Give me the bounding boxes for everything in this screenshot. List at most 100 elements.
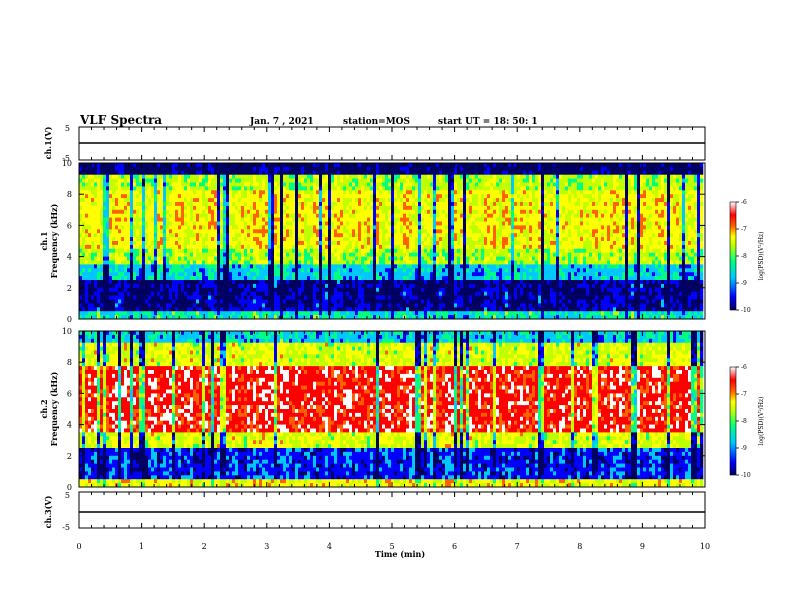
ch1-spectrogram-cell bbox=[322, 213, 326, 218]
ch1-spectrogram-cell bbox=[118, 213, 122, 218]
ch1-spectrogram-cell bbox=[307, 178, 311, 183]
ch1-spectrogram-cell bbox=[100, 280, 104, 285]
ch1-spectrogram-cell bbox=[433, 205, 437, 211]
ch1-spectrogram-cell bbox=[289, 272, 293, 277]
ch1-spectrogram-cell bbox=[163, 252, 167, 257]
ch1-spectrogram-cell bbox=[205, 174, 209, 179]
ch1-spectrogram-cell bbox=[430, 299, 434, 304]
ch1-spectrogram-cell bbox=[196, 287, 200, 292]
ch1-spectrogram-cell bbox=[364, 268, 368, 273]
ch1-spectrogram-cell bbox=[196, 190, 200, 195]
ch1-spectrogram-cell bbox=[277, 225, 281, 230]
ch1-spectrogram-cell bbox=[370, 307, 374, 312]
ch1-spectrogram-cell bbox=[328, 178, 332, 183]
ch1-spectrogram-cell bbox=[409, 276, 413, 281]
ch1-spectrogram-cell bbox=[292, 233, 296, 238]
ch1-spectrogram-cell bbox=[94, 241, 98, 246]
ch1-spectrogram-cell bbox=[241, 217, 245, 222]
ch1-spectrogram-cell bbox=[154, 217, 158, 222]
ch1-spectrogram-cell bbox=[256, 194, 260, 199]
ch1-spectrogram-cell bbox=[103, 272, 107, 277]
ch1-spectrogram-cell bbox=[211, 205, 215, 211]
ch1-spectrogram-cell bbox=[280, 244, 284, 250]
ch1-spectrogram-cell bbox=[169, 295, 173, 300]
ch1-spectrogram-cell bbox=[145, 280, 149, 285]
ch1-spectrogram-cell bbox=[85, 248, 89, 253]
ch1-spectrogram-cell bbox=[151, 256, 155, 261]
ch1-spectrogram-cell bbox=[190, 209, 194, 214]
ch1-spectrogram-cell bbox=[187, 287, 191, 292]
ch1-spectrogram-cell bbox=[142, 202, 146, 207]
ch1-spectrogram-cell bbox=[313, 260, 317, 265]
ch1-spectrogram-cell bbox=[337, 291, 341, 296]
ch1-spectrogram-cell bbox=[430, 315, 434, 320]
ch1-spectrogram-cell bbox=[235, 241, 239, 246]
ch1-spectrogram-cell bbox=[247, 272, 251, 277]
ch1-spectrogram-cell bbox=[331, 182, 335, 187]
ch1-spectrogram-cell bbox=[280, 287, 284, 292]
ch1-spectrogram-cell bbox=[334, 213, 338, 218]
ch1-spectrogram-cell bbox=[319, 315, 323, 320]
ch1-spectrogram-cell bbox=[274, 178, 278, 183]
ch1-spectrogram-cell bbox=[346, 276, 350, 281]
ch1-spectrogram-cell bbox=[247, 283, 251, 289]
ch1-spectrogram-cell bbox=[361, 311, 365, 316]
ch1-spectrogram-cell bbox=[355, 217, 359, 222]
ch1-spectrogram-cell bbox=[376, 295, 380, 300]
ch1-spectrogram-cell bbox=[277, 221, 281, 226]
ch1-spectrogram-cell bbox=[172, 303, 176, 308]
ch1-spectrogram-cell bbox=[304, 174, 308, 179]
ch1-spectrogram-cell bbox=[127, 244, 131, 250]
ch1-spectrogram-cell bbox=[337, 170, 341, 175]
ch1-spectrogram-cell bbox=[370, 291, 374, 296]
ch1-spectrogram-cell bbox=[310, 299, 314, 304]
ch1-spectrogram-cell bbox=[259, 264, 263, 269]
ch1-spectrogram-cell bbox=[277, 241, 281, 246]
ch1-spectrogram-cell bbox=[322, 260, 326, 265]
ch1-spectrogram-cell bbox=[403, 221, 407, 226]
ch1-spectrogram-cell bbox=[142, 213, 146, 218]
ch1-spectrogram-cell bbox=[97, 237, 101, 242]
ch1-spectrogram-cell bbox=[145, 272, 149, 277]
ch1-spectrogram-cell bbox=[325, 287, 329, 292]
ch1-spectrogram-cell bbox=[124, 241, 128, 246]
ch1-spectrogram-cell bbox=[337, 198, 341, 203]
ch1-spectrogram-cell bbox=[274, 303, 278, 308]
ch1-spectrogram-cell bbox=[178, 256, 182, 261]
ch1-spectrogram-cell bbox=[391, 272, 395, 277]
ch1-spectrogram-cell bbox=[193, 217, 197, 222]
ch1-spectrogram-cell bbox=[139, 198, 143, 203]
ch1-spectrogram-cell bbox=[82, 260, 86, 265]
ch1-spectrogram-cell bbox=[160, 311, 164, 316]
ch1-spectrogram-cell bbox=[136, 311, 140, 316]
ch1-spectrogram-cell bbox=[145, 182, 149, 187]
ch1-spectrogram-cell bbox=[286, 307, 290, 312]
ch1-spectrogram-cell bbox=[376, 194, 380, 199]
ch1-spectrogram-cell bbox=[130, 311, 134, 316]
ch1-spectrogram-cell bbox=[391, 174, 395, 179]
ch1-spectrogram-cell bbox=[433, 315, 437, 320]
ch1-spectrogram-cell bbox=[388, 268, 392, 273]
ch1-spectrogram-cell bbox=[178, 287, 182, 292]
ch1-spectrogram-cell bbox=[133, 225, 137, 230]
ch1-spectrogram-cell bbox=[394, 221, 398, 226]
ch1-spectrogram-cell bbox=[136, 163, 140, 168]
ch1-spectrogram-cell bbox=[325, 202, 329, 207]
ch1-spectrogram-cell bbox=[118, 283, 122, 289]
ch1-spectrogram-cell bbox=[121, 178, 125, 183]
ch1-spectrogram-cell bbox=[181, 287, 185, 292]
ch1-spectrogram-cell bbox=[163, 307, 167, 312]
ch1-spectrogram-cell bbox=[232, 237, 236, 242]
ch1-spectrogram-cell bbox=[151, 205, 155, 211]
ch1-spectrogram-cell bbox=[121, 213, 125, 218]
ch1-spectrogram-cell bbox=[376, 287, 380, 292]
ch1-spectrogram-cell bbox=[247, 198, 251, 203]
ch1-spectrogram-cell bbox=[277, 194, 281, 199]
ch1-spectrogram-cell bbox=[241, 237, 245, 242]
ch1-spectrogram-cell bbox=[295, 194, 299, 199]
ch1-spectrogram-cell bbox=[298, 252, 302, 257]
ch1-spectrogram-cell bbox=[307, 229, 311, 234]
ch1-spectrogram-cell bbox=[253, 248, 257, 253]
ch1-spectrogram-cell bbox=[139, 252, 143, 257]
ch1-spectrogram-cell bbox=[133, 252, 137, 257]
